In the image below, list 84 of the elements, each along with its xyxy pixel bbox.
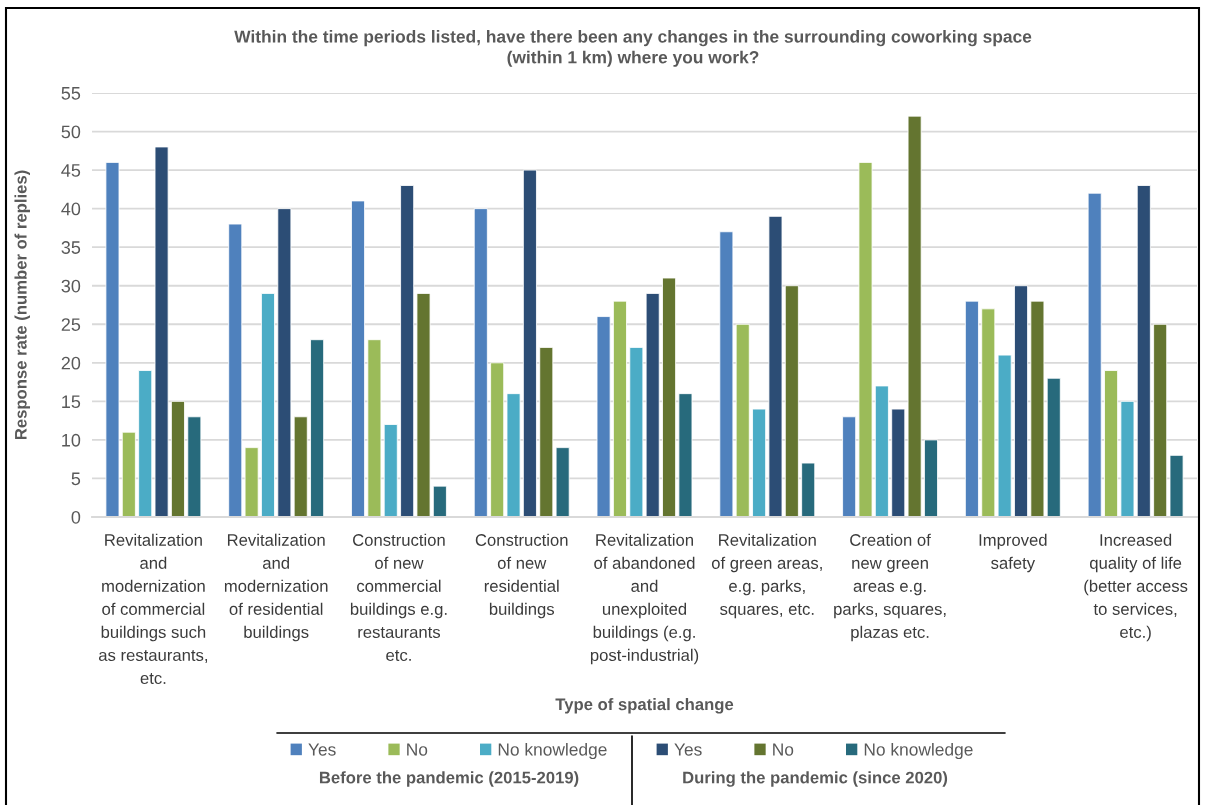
bar (105, 161, 120, 517)
text: During the pandemic (since 2020) (683, 771, 948, 787)
y-tick-label: 55 (61, 87, 81, 100)
x-tick-label: Revitalization of abandoned and unexploited buildings (e.g. post-industrial) (590, 533, 699, 665)
bar (473, 208, 488, 517)
bar (187, 416, 202, 517)
bar (858, 161, 873, 517)
bar (662, 277, 677, 517)
bar (784, 285, 799, 517)
x-tick-label: Construction of new commercial buildings e.g. restaurants etc. (350, 533, 447, 662)
bar (400, 185, 415, 517)
bar (752, 408, 767, 517)
y-tick-label: 15 (62, 395, 81, 409)
bar (907, 115, 922, 517)
bar (1136, 185, 1151, 517)
bar (383, 424, 398, 517)
bar (1046, 377, 1061, 517)
x-tick-label: Construction of new residential buildings (475, 533, 568, 619)
y-axis-title: Response rate (number of replies) (14, 170, 30, 440)
text: Before the pandemic (2015-2019) (319, 771, 579, 787)
y-tick-label: 30 (61, 279, 81, 293)
bar (924, 439, 938, 517)
bar (416, 293, 431, 517)
bar (678, 393, 693, 517)
bar (596, 316, 611, 517)
bar (997, 354, 1012, 517)
chart-title: Within the time periods listed, have there been any changes in the surrounding coworking space (within 1 km) where you work? (234, 30, 1032, 67)
y-tick-label: 20 (61, 356, 81, 370)
bar (964, 300, 979, 517)
bar (1153, 323, 1168, 517)
bar (121, 431, 136, 517)
bar (842, 416, 857, 517)
bar (1169, 454, 1184, 517)
y-tick-label: 50 (61, 125, 81, 139)
bar (170, 400, 185, 517)
legend-label: No (407, 743, 428, 756)
x-tick-label: Revitalization of green areas, e.g. parks, squares, etc. (711, 533, 822, 619)
bar (1087, 192, 1102, 517)
bar (1120, 400, 1135, 517)
x-axis-title: Type of spatial change (555, 698, 734, 714)
legend-label: No (773, 743, 794, 756)
bar (432, 485, 447, 517)
bar (522, 169, 537, 517)
x-tick-label: Increased quality of life (better access to services, etc.) (1084, 533, 1188, 642)
bar (801, 462, 816, 517)
y-tick-label: 25 (61, 318, 81, 331)
y-tick-label: 40 (61, 202, 81, 216)
bar (138, 370, 153, 517)
bar (490, 362, 505, 517)
bar (506, 393, 521, 517)
bar (261, 293, 275, 517)
legend-label: Yes (308, 743, 336, 756)
bar (351, 200, 365, 517)
bar (735, 323, 750, 517)
y-tick-label: 0 (71, 510, 81, 524)
y-tick-label: 45 (61, 164, 81, 177)
bar (228, 223, 243, 517)
bar (1030, 300, 1045, 517)
y-tick-label: 10 (62, 433, 81, 447)
x-tick-label: Creation of new green areas e.g. parks, squares, plazas etc. (834, 533, 946, 642)
bar (1104, 370, 1119, 517)
bar (277, 208, 292, 517)
bar (367, 339, 382, 517)
bar (768, 215, 783, 517)
x-tick-label: Revitalization and modernization of commercial buildings such as restaurants, etc. (98, 533, 208, 685)
bar (154, 146, 169, 517)
bar (612, 300, 627, 517)
bar (539, 346, 554, 517)
bar (293, 416, 308, 517)
bar (1014, 285, 1028, 517)
legend-label: Yes (674, 743, 702, 756)
x-tick-label: Improved safety (979, 533, 1047, 573)
bar (891, 408, 906, 517)
legend-label: No knowledge (498, 742, 607, 760)
bar (874, 385, 889, 517)
x-tick-label: Revitalization and modernization of residential buildings (224, 533, 328, 642)
bar (310, 339, 325, 517)
bar (719, 231, 734, 517)
bar (555, 447, 570, 517)
bar (981, 308, 996, 517)
bar (244, 447, 259, 517)
legend-label: No knowledge (864, 742, 973, 760)
y-tick-label: 5 (71, 472, 81, 486)
y-tick-label: 35 (61, 241, 81, 254)
